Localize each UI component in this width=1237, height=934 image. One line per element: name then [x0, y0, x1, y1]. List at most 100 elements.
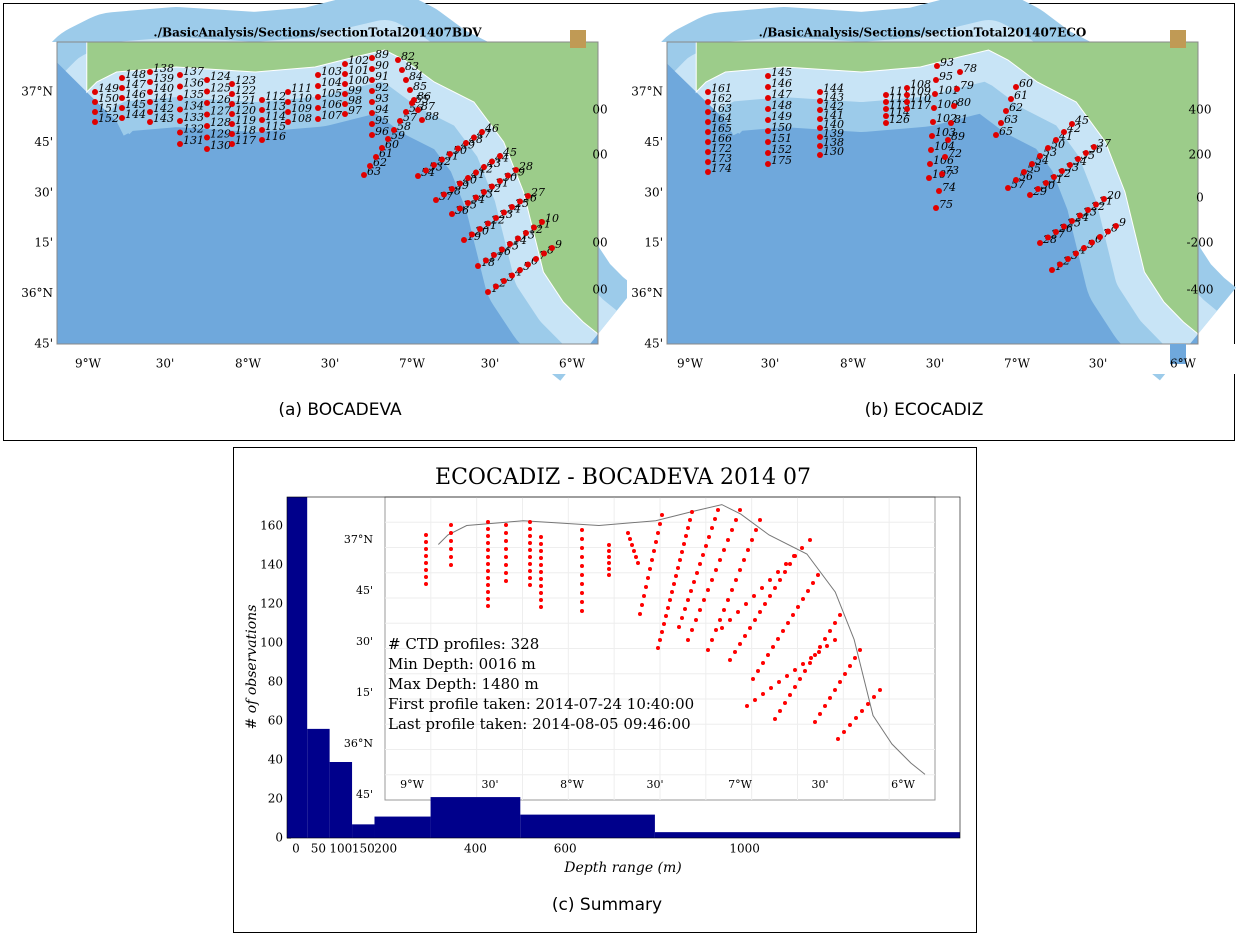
station-dot	[768, 594, 772, 598]
station-dot	[504, 547, 508, 551]
station-dot	[528, 583, 532, 587]
station-label: 27	[530, 186, 545, 199]
station-dot	[750, 538, 754, 542]
station-dot	[486, 541, 490, 545]
station-dot	[638, 612, 642, 616]
station-label: 45	[502, 146, 517, 159]
lon-label: 8°W	[840, 357, 867, 371]
station-dot	[858, 648, 862, 652]
station-dot	[684, 534, 688, 538]
station-dot	[734, 578, 738, 582]
lon-label: 30'	[1089, 357, 1108, 371]
station-dot	[714, 628, 718, 632]
station-dot	[528, 520, 532, 524]
station-dot	[786, 621, 790, 625]
station-dot	[580, 582, 584, 586]
station-dot	[778, 578, 782, 582]
chart-title: ECOCADIZ - BOCADEVA 2014 07	[435, 465, 811, 490]
station-dot	[726, 538, 730, 542]
station-dot	[539, 563, 543, 567]
station-label: 89	[951, 130, 965, 143]
x-tick-label: 600	[554, 842, 577, 856]
caption-c: (c) Summary	[552, 895, 662, 915]
station-dot	[796, 605, 800, 609]
station-dot	[486, 555, 490, 559]
station-dot	[728, 618, 732, 622]
bar	[352, 824, 374, 838]
y-tick-label: 60	[268, 714, 283, 728]
station-dot	[816, 573, 820, 577]
station-dot	[686, 598, 690, 602]
depth-label: 0	[1196, 191, 1204, 205]
station-dot	[449, 539, 453, 543]
station-dot	[793, 668, 797, 672]
station-dot	[788, 693, 792, 697]
station-dot	[742, 558, 746, 562]
station-dot	[636, 561, 640, 565]
station-dot	[733, 650, 737, 654]
station-label: 45	[1074, 114, 1089, 127]
station-dot	[823, 637, 827, 641]
station-dot	[836, 737, 840, 741]
station-dot	[486, 569, 490, 573]
station-dot	[672, 582, 676, 586]
station-dot	[748, 626, 752, 630]
station-dot	[424, 575, 428, 579]
station-dot	[813, 720, 817, 724]
depth-label: 400	[1189, 103, 1212, 117]
station-dot	[689, 589, 693, 593]
station-dot	[449, 547, 453, 551]
station-dot	[828, 696, 832, 700]
station-dot	[539, 591, 543, 595]
station-dot	[753, 618, 757, 622]
lon-label: 7°W	[399, 357, 426, 371]
depth-label: 00	[592, 236, 607, 250]
station-dot	[664, 614, 668, 618]
station-label: 78	[963, 62, 977, 75]
station-dot	[676, 566, 680, 570]
station-dot	[838, 680, 842, 684]
station-dot	[580, 609, 584, 613]
station-dot	[808, 661, 812, 665]
station-dot	[690, 510, 694, 514]
station-dot	[801, 662, 805, 666]
inset-lon-label: 7°W	[728, 778, 752, 791]
station-dot	[528, 569, 532, 573]
station-dot	[486, 548, 490, 552]
figure: (a) BOCADEVA (b) ECOCADIZ (c) Summary ./…	[0, 0, 1237, 934]
station-dot	[777, 680, 781, 684]
bar	[330, 762, 352, 838]
lon-label: 30'	[926, 357, 945, 371]
station-dot	[690, 628, 694, 632]
station-label: 81	[954, 113, 968, 126]
station-dot	[710, 526, 714, 530]
station-dot	[539, 605, 543, 609]
station-dot	[758, 610, 762, 614]
station-label: 65	[999, 125, 1013, 138]
depth-label: 00	[592, 103, 607, 117]
station-dot	[539, 535, 543, 539]
station-dot	[424, 547, 428, 551]
station-label: 131	[183, 134, 204, 147]
summary-line: # CTD profiles: 328	[388, 635, 539, 653]
depth-label: 00	[592, 283, 607, 297]
station-dot	[694, 618, 698, 622]
station-dot	[486, 583, 490, 587]
station-label: 174	[711, 162, 732, 175]
station-label: 96	[375, 125, 389, 138]
station-dot	[698, 608, 702, 612]
map: ./BasicAnalysis/Sections/sectionTotal201…	[17, 26, 638, 375]
station-dot	[504, 539, 508, 543]
station-dot	[806, 589, 810, 593]
station-dot	[710, 578, 714, 582]
station-dot	[486, 576, 490, 580]
station-dot	[539, 542, 543, 546]
station-dot	[710, 638, 714, 642]
station-dot	[728, 658, 732, 662]
station-dot	[680, 550, 684, 554]
station-dot	[658, 522, 662, 526]
lon-label: 9°W	[75, 357, 102, 371]
station-dot	[486, 604, 490, 608]
y-tick-label: 20	[268, 792, 283, 806]
